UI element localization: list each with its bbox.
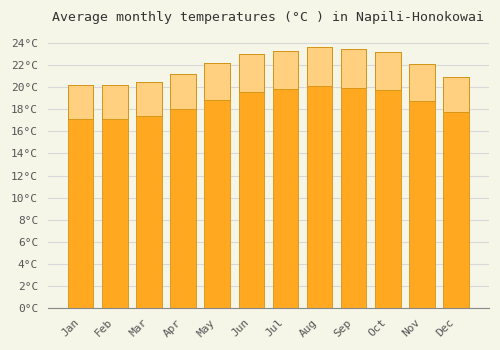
Bar	[341, 49, 366, 88]
Bar	[341, 49, 366, 308]
Bar	[307, 47, 332, 86]
Bar	[204, 63, 230, 308]
Bar	[136, 82, 162, 308]
Bar	[204, 63, 230, 100]
Bar	[272, 51, 298, 308]
Bar	[307, 47, 332, 308]
Bar	[272, 51, 298, 90]
Title: Average monthly temperatures (°C ) in Napili-Honokowai: Average monthly temperatures (°C ) in Na…	[52, 11, 484, 24]
Bar	[238, 54, 264, 92]
Bar	[68, 85, 94, 308]
Bar	[409, 64, 434, 101]
Bar	[102, 85, 128, 119]
Bar	[409, 64, 434, 308]
Bar	[170, 74, 196, 109]
Bar	[238, 54, 264, 308]
Bar	[443, 77, 469, 308]
Bar	[136, 82, 162, 116]
Bar	[68, 85, 94, 119]
Bar	[375, 52, 400, 90]
Bar	[102, 85, 128, 308]
Bar	[375, 52, 400, 308]
Bar	[170, 74, 196, 308]
Bar	[443, 77, 469, 112]
